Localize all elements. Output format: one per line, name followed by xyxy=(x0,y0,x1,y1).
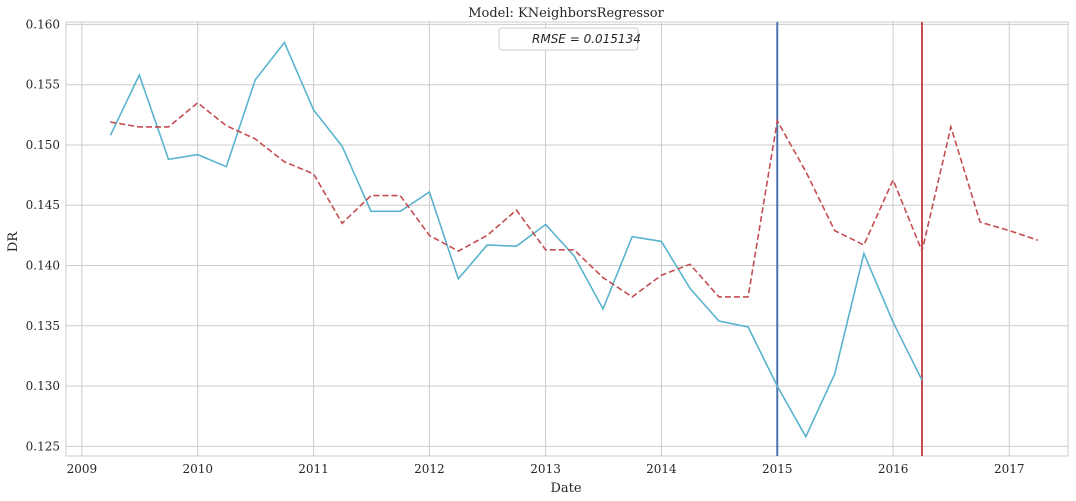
legend: RMSE = 0.015134 xyxy=(498,27,641,51)
x-tick-label: 2012 xyxy=(414,462,445,476)
x-tick-label: 2010 xyxy=(182,462,213,476)
legend-box xyxy=(498,27,639,51)
predicted-series-line xyxy=(110,101,1039,298)
y-tick-label: 0.135 xyxy=(26,319,60,333)
chart-title: Model: KNeighborsRegressor xyxy=(468,6,664,21)
plot-area-frame xyxy=(65,21,1069,457)
grid-lines xyxy=(66,22,1068,456)
legend-rmse-label: RMSE = 0.015134 xyxy=(532,32,641,46)
y-tick-label: 0.145 xyxy=(26,198,60,212)
x-tick-label: 2011 xyxy=(298,462,329,476)
y-tick-label: 0.155 xyxy=(26,78,60,92)
vertical-markers xyxy=(776,22,924,456)
actual-series-line xyxy=(109,40,923,439)
x-axis-ticks: 2009 2010 2011 2012 2013 2014 2015 2016 2017 xyxy=(67,462,1025,476)
y-tick-label: 0.130 xyxy=(26,379,60,393)
y-tick-label: 0.125 xyxy=(26,439,60,453)
series-lines xyxy=(109,40,1039,439)
x-tick-label: 2009 xyxy=(67,462,98,476)
x-tick-label: 2017 xyxy=(994,462,1025,476)
x-tick-label: 2013 xyxy=(530,462,561,476)
x-tick-label: 2015 xyxy=(762,462,793,476)
x-axis-title: Date xyxy=(550,481,581,496)
y-tick-label: 0.140 xyxy=(26,259,60,273)
y-axis-ticks: 0.125 0.130 0.135 0.140 0.145 0.150 0.155 0.160 xyxy=(26,17,60,453)
x-tick-label: 2014 xyxy=(646,462,677,476)
y-tick-label: 0.150 xyxy=(26,138,60,152)
x-tick-label: 2016 xyxy=(878,462,909,476)
y-tick-label: 0.160 xyxy=(26,17,60,31)
y-axis-title: DR xyxy=(6,231,21,252)
